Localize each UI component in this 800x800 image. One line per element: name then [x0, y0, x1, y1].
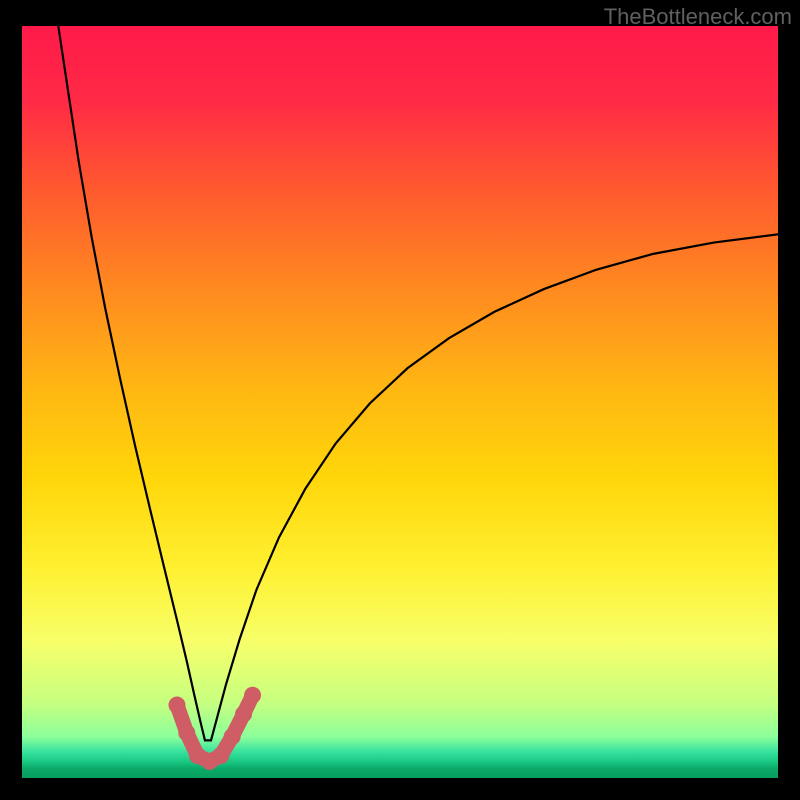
chart-stage: TheBottleneck.com	[0, 0, 800, 800]
highlight-marker	[224, 728, 241, 745]
bottleneck-chart	[0, 0, 800, 800]
highlight-marker	[178, 724, 195, 741]
plot-background	[22, 26, 778, 778]
highlight-marker	[212, 747, 229, 764]
highlight-marker	[244, 687, 261, 704]
highlight-marker	[235, 706, 252, 723]
highlight-marker	[168, 697, 185, 714]
